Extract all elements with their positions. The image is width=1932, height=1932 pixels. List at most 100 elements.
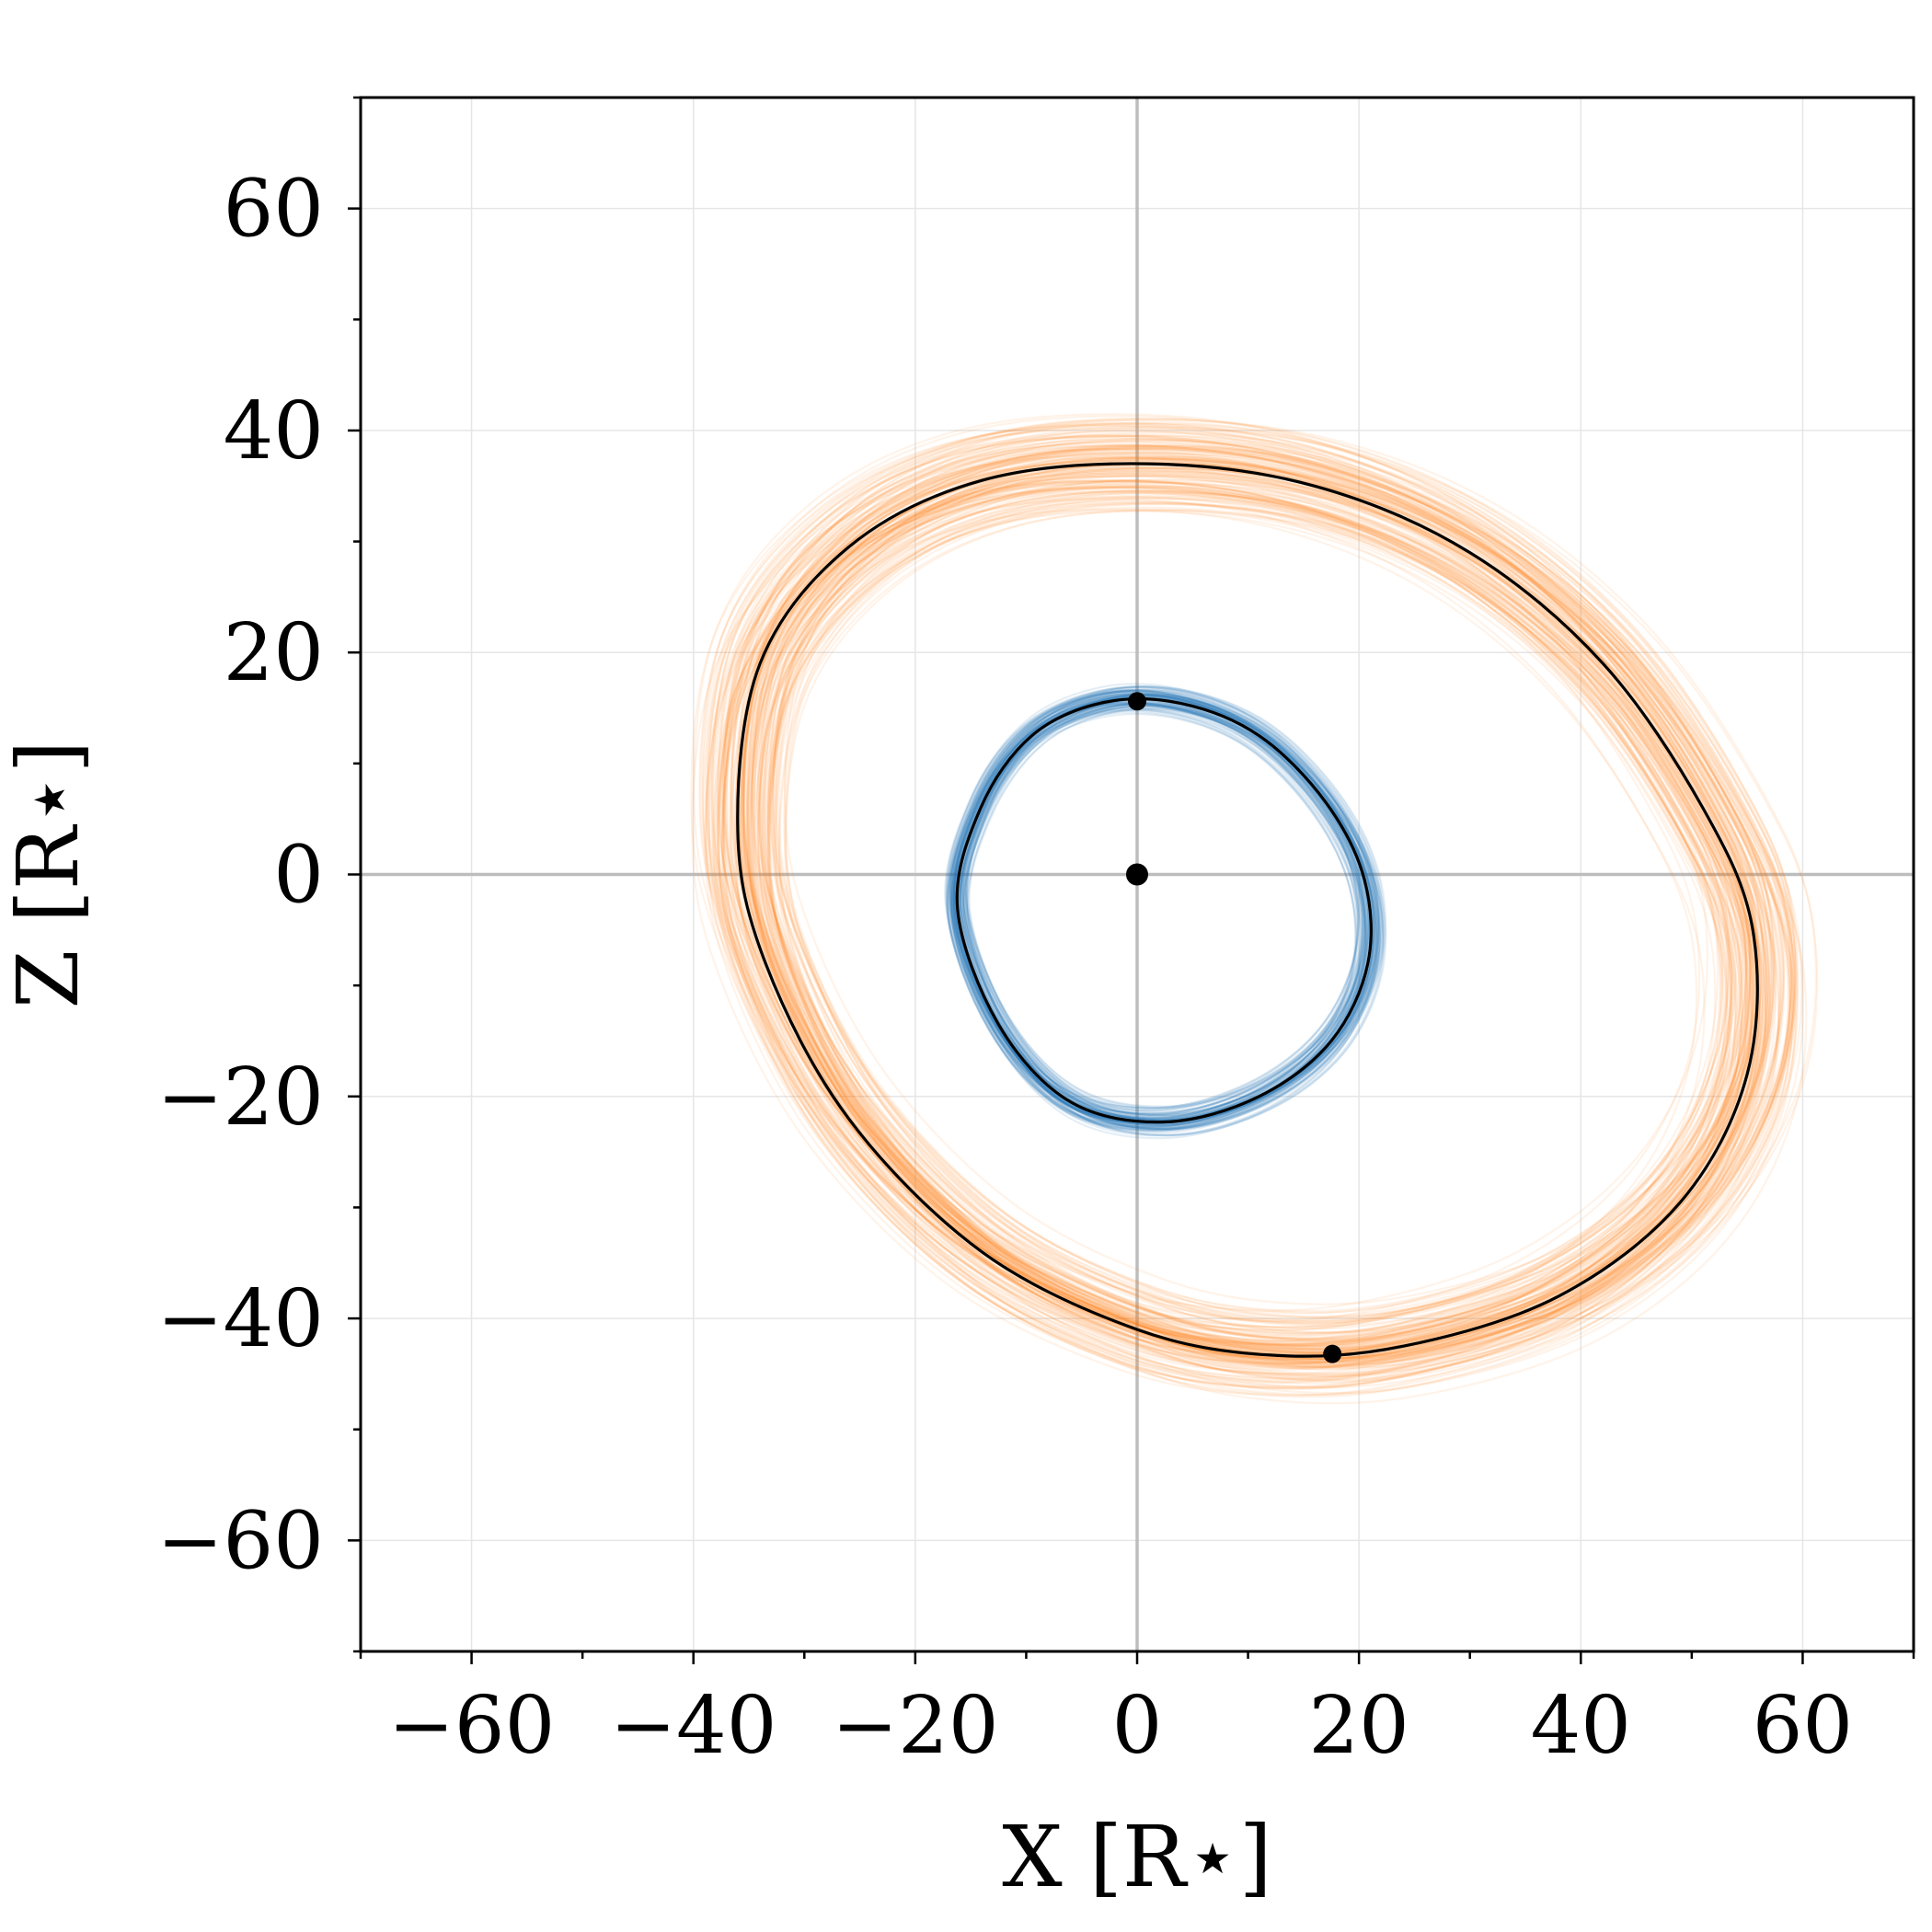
sample-orbit xyxy=(722,479,1762,1389)
sample-orbit xyxy=(775,502,1744,1351)
sample-orbit xyxy=(772,469,1734,1313)
sample-orbit xyxy=(737,478,1701,1322)
sample-orbit xyxy=(759,466,1741,1326)
sample-orbit xyxy=(742,456,1751,1340)
sample-orbit xyxy=(773,495,1761,1360)
sample-orbit xyxy=(691,454,1767,1397)
best-fit-orbit-1 xyxy=(736,462,1759,1358)
sample-orbit xyxy=(950,690,1367,1115)
sample-orbit xyxy=(721,479,1738,1370)
sample-orbit xyxy=(953,684,1380,1121)
sample-orbit xyxy=(757,489,1749,1358)
sample-orbit xyxy=(734,508,1706,1359)
sample-orbit xyxy=(710,441,1789,1385)
sample-orbit xyxy=(746,434,1797,1354)
sample-orbit xyxy=(742,448,1769,1348)
sample-orbit xyxy=(711,420,1792,1366)
sample-orbit xyxy=(764,475,1769,1355)
y-tick-label: 60 xyxy=(224,164,324,256)
sample-orbit xyxy=(739,474,1772,1378)
sample-orbit xyxy=(693,413,1777,1362)
sample-orbit xyxy=(953,693,1363,1112)
x-tick-label: −40 xyxy=(610,1680,777,1772)
sample-orbit xyxy=(745,487,1722,1342)
y-axis-label: Z [R⋆] xyxy=(0,741,98,1009)
sample-orbits-1 xyxy=(690,413,1819,1405)
sample-orbit xyxy=(954,707,1366,1128)
sample-orbit xyxy=(953,700,1380,1137)
sample-orbit xyxy=(698,428,1748,1347)
sample-orbit xyxy=(945,690,1366,1121)
sample-orbit xyxy=(715,486,1747,1390)
sample-orbit xyxy=(961,705,1379,1132)
sample-orbit xyxy=(722,459,1762,1369)
x-tick-label: 20 xyxy=(1308,1680,1409,1772)
sample-orbit xyxy=(960,702,1385,1136)
ticks xyxy=(348,96,1915,1664)
x-tick-label: 0 xyxy=(1112,1680,1163,1772)
sample-orbit xyxy=(725,456,1724,1331)
sample-orbit xyxy=(959,702,1368,1121)
sample-orbit xyxy=(706,422,1777,1360)
x-tick-labels: −60 −40 −20 0 20 40 60 xyxy=(388,1680,1853,1772)
marker-point xyxy=(1128,692,1146,711)
sample-orbit xyxy=(705,461,1754,1380)
sample-orbit xyxy=(742,425,1798,1350)
sample-orbit xyxy=(952,694,1376,1126)
sample-orbit xyxy=(753,457,1766,1345)
sample-orbit xyxy=(758,486,1721,1329)
sample-orbit xyxy=(949,703,1368,1131)
sample-orbit xyxy=(741,439,1792,1360)
sample-orbit xyxy=(950,709,1357,1124)
x-axis-label: X [R⋆] xyxy=(1002,1808,1271,1906)
sample-orbit xyxy=(747,484,1731,1346)
sample-orbit xyxy=(720,490,1739,1383)
sample-orbit xyxy=(747,466,1791,1381)
sample-orbit xyxy=(717,467,1780,1398)
sample-orbit xyxy=(745,470,1754,1353)
sample-orbit xyxy=(756,489,1752,1361)
sample-orbit xyxy=(755,452,1793,1361)
sample-orbit xyxy=(739,469,1761,1363)
sample-orbit xyxy=(752,446,1773,1340)
sample-orbit xyxy=(729,485,1760,1387)
sample-orbit xyxy=(712,487,1736,1384)
marker-point xyxy=(1126,863,1148,886)
sample-orbit xyxy=(765,485,1764,1360)
sample-orbit xyxy=(959,685,1386,1121)
sample-orbit xyxy=(955,693,1375,1121)
y-tick-label: −60 xyxy=(157,1495,325,1587)
sample-orbit xyxy=(776,470,1752,1325)
sample-orbit xyxy=(746,495,1717,1345)
sample-orbit xyxy=(966,707,1381,1131)
sample-orbit xyxy=(954,685,1381,1122)
sample-orbit xyxy=(716,472,1754,1381)
sample-orbit xyxy=(758,445,1793,1351)
sample-orbit xyxy=(757,456,1755,1330)
sample-orbit xyxy=(762,463,1790,1363)
best-fit-orbit-0 xyxy=(955,697,1373,1124)
sample-orbit xyxy=(701,433,1742,1346)
sample-orbit xyxy=(748,491,1749,1368)
sample-orbit xyxy=(731,418,1797,1350)
sample-orbit xyxy=(753,510,1729,1364)
sample-orbit xyxy=(951,693,1360,1110)
y-tick-label: −40 xyxy=(157,1273,325,1365)
sample-orbit xyxy=(953,694,1375,1125)
sample-orbit xyxy=(749,466,1794,1382)
sample-orbit xyxy=(774,462,1770,1334)
sample-orbit xyxy=(736,421,1794,1348)
sample-orbit xyxy=(767,494,1766,1369)
sample-orbit xyxy=(723,438,1765,1350)
sample-orbit xyxy=(740,447,1754,1335)
sample-orbit xyxy=(778,509,1755,1365)
sample-orbit xyxy=(710,435,1731,1328)
sample-orbit xyxy=(951,696,1371,1124)
y-tick-label: 0 xyxy=(273,830,324,922)
sample-orbit xyxy=(784,491,1755,1341)
sample-orbit xyxy=(771,480,1733,1323)
sample-orbit xyxy=(959,704,1364,1119)
sample-orbit xyxy=(777,466,1761,1328)
sample-orbit xyxy=(701,415,1776,1355)
marker-point xyxy=(1323,1344,1342,1363)
